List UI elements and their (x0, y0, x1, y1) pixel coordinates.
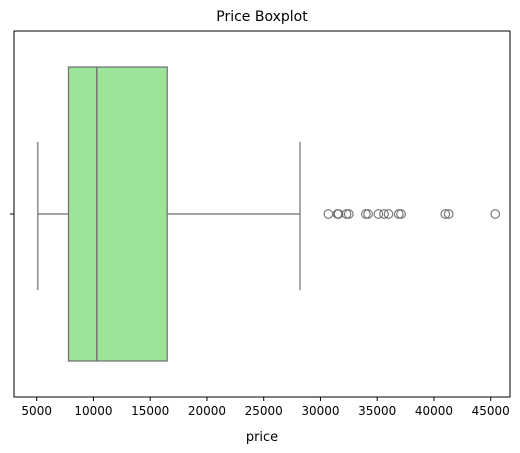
outlier-point (373, 209, 384, 219)
outlier-point (443, 209, 454, 219)
iqr-box (67, 66, 168, 362)
x-tick-label: 35000 (358, 404, 396, 418)
x-tick-label: 15000 (131, 404, 169, 418)
outlier-point (343, 209, 354, 219)
outlier-point (440, 209, 451, 219)
chart-marks (37, 66, 501, 362)
outlier-point (393, 209, 404, 219)
x-tick-label: 10000 (74, 404, 112, 418)
x-axis-ticks: 5000 10000 15000 20000 25000 30000 35000 40000 4… (21, 397, 510, 418)
x-tick-label: 45000 (472, 404, 510, 418)
chart-title: Price Boxplot (216, 9, 308, 25)
outlier-point (363, 209, 373, 219)
x-tick-label: 5000 (21, 404, 52, 418)
outlier-point (379, 209, 389, 219)
outlier-point (396, 209, 406, 219)
outlier-point (490, 209, 501, 219)
outlier-point (333, 209, 344, 219)
outlier-point (383, 209, 394, 219)
x-tick-label: 30000 (301, 404, 339, 418)
outlier-point (323, 209, 334, 219)
x-axis-label: price (246, 430, 278, 445)
outlier-point (361, 209, 371, 219)
x-tick-label: 40000 (415, 404, 453, 418)
outlier-point (341, 209, 352, 219)
x-tick-label: 20000 (188, 404, 226, 418)
x-tick-label: 25000 (245, 404, 283, 418)
